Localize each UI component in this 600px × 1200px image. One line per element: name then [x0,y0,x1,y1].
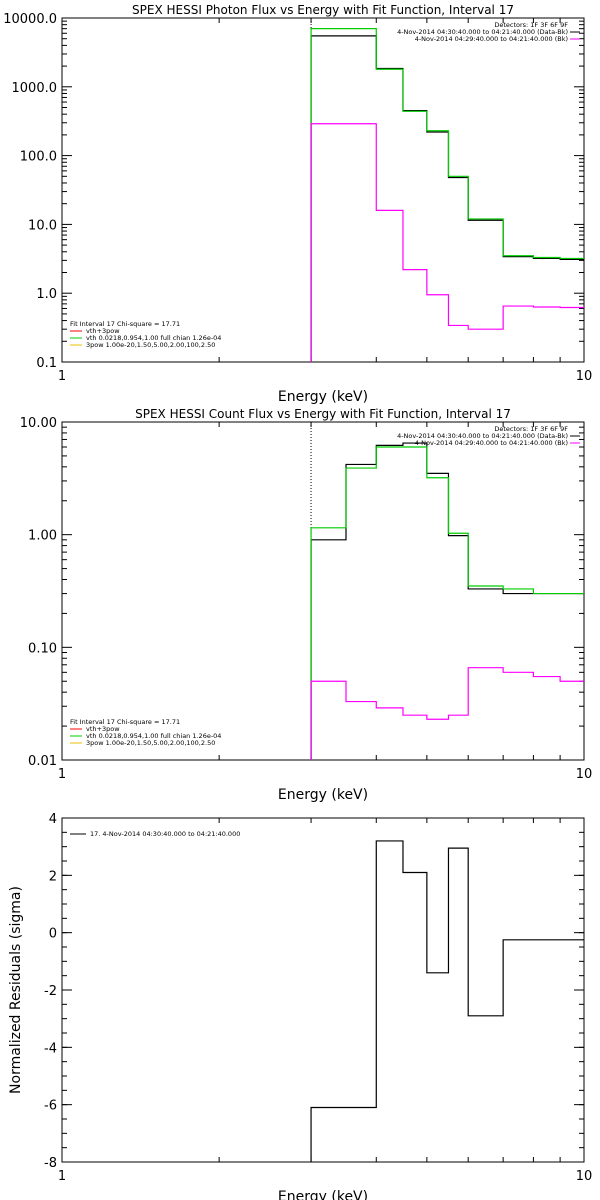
fit-legend-label: 3pow 1.00e-20,1.50,5.00,2.00,100,2.50 [86,341,215,349]
y-tick-label: 0.01 [28,754,57,769]
chart-panel-3: 1 10 Energy (keV) -8 -6 -4 -2 0 2 4 Normalized Res… [8,812,592,1200]
chart-panel-2: SPEX HESSI Count Flux vs Energy with Fit… [20,407,592,803]
y-tick-label: 0 [49,927,57,942]
series-3-histogram [310,667,584,760]
x-axis-label: Energy (keV) [278,1189,368,1200]
y-tick-label: 0.10 [28,641,57,656]
y-tick-label: 1.00 [28,529,57,544]
series-1-histogram [310,840,584,1162]
y-tick-label: -4 [44,1041,57,1056]
series-2-histogram [310,446,584,760]
x-tick-label: 10 [576,369,593,384]
series-1-histogram [310,442,584,760]
series-3-histogram [310,123,584,362]
y-tick-label: 10000.0 [3,12,57,27]
chart-panel-1: SPEX HESSI Photon Flux vs Energy with Fi… [3,3,592,405]
detector-legend-header: Detectors: 1F 3F 6F 9F [494,425,568,433]
y-tick-label: 100.0 [20,150,57,165]
x-axis-label: Energy (keV) [278,787,368,803]
y-tick-label: 0.1 [36,356,57,371]
plot-frame [61,421,585,761]
x-tick-label: 1 [58,1169,66,1184]
detector-legend-header: Detectors: 1F 3F 6F 9F [494,21,568,29]
chart-title: SPEX HESSI Photon Flux vs Energy with Fi… [132,3,514,17]
y-tick-label: 4 [49,812,57,827]
interval-legend-label: 4-Nov-2014 04:29:40.000 to 04:21:40.000 … [415,439,568,447]
fit-legend-header: Fit Interval 17 Chi-square = 17.71 [70,320,180,328]
fit-legend-label: 3pow 1.00e-20,1.50,5.00,2.00,100,2.50 [86,739,215,747]
y-tick-label: 10.0 [28,218,57,233]
y-tick-label: -2 [44,984,57,999]
interval-legend-label: 4-Nov-2014 04:29:40.000 to 04:21:40.000 … [415,35,568,43]
plot-data [310,840,584,1162]
plot-data [310,18,584,362]
fit-legend-label: vth+3pow [86,725,120,733]
y-tick-label: 10.00 [20,416,57,431]
x-axis-label: Energy (keV) [278,389,368,405]
y-tick-label: -6 [44,1099,57,1114]
fit-legend-label: vth+3pow [86,327,120,335]
y-tick-label: -8 [44,1156,57,1171]
fit-legend-label: vth 0.0218,0.954,1.00 full chian 1.26e-0… [86,732,221,740]
interval-legend-label: 4-Nov-2014 04:30:40.000 to 04:21:40.000 … [397,28,568,36]
residual-legend-label: 17. 4-Nov-2014 04:30:40.000 to 04:21:40.… [90,830,240,838]
series-2-histogram [310,28,584,362]
y-tick-label: 1000.0 [12,81,58,96]
fit-legend-header: Fit Interval 17 Chi-square = 17.71 [70,718,180,726]
y-tick-label: 2 [49,869,57,884]
y-axis-label: Normalized Residuals (sigma) [8,886,24,1094]
plot-frame [61,817,585,1163]
x-tick-label: 10 [576,767,593,782]
x-tick-label: 1 [58,767,66,782]
fit-legend-label: vth 0.0218,0.954,1.00 full chian 1.26e-0… [86,334,221,342]
x-tick-label: 10 [576,1169,593,1184]
y-tick-label: 1.0 [36,287,57,302]
x-tick-label: 1 [58,369,66,384]
interval-legend-label: 4-Nov-2014 04:30:40.000 to 04:21:40.000 … [397,432,568,440]
plot-data [310,422,584,760]
chart-title: SPEX HESSI Count Flux vs Energy with Fit… [135,407,511,421]
plot-frame [61,17,585,363]
series-1-histogram [310,35,584,362]
